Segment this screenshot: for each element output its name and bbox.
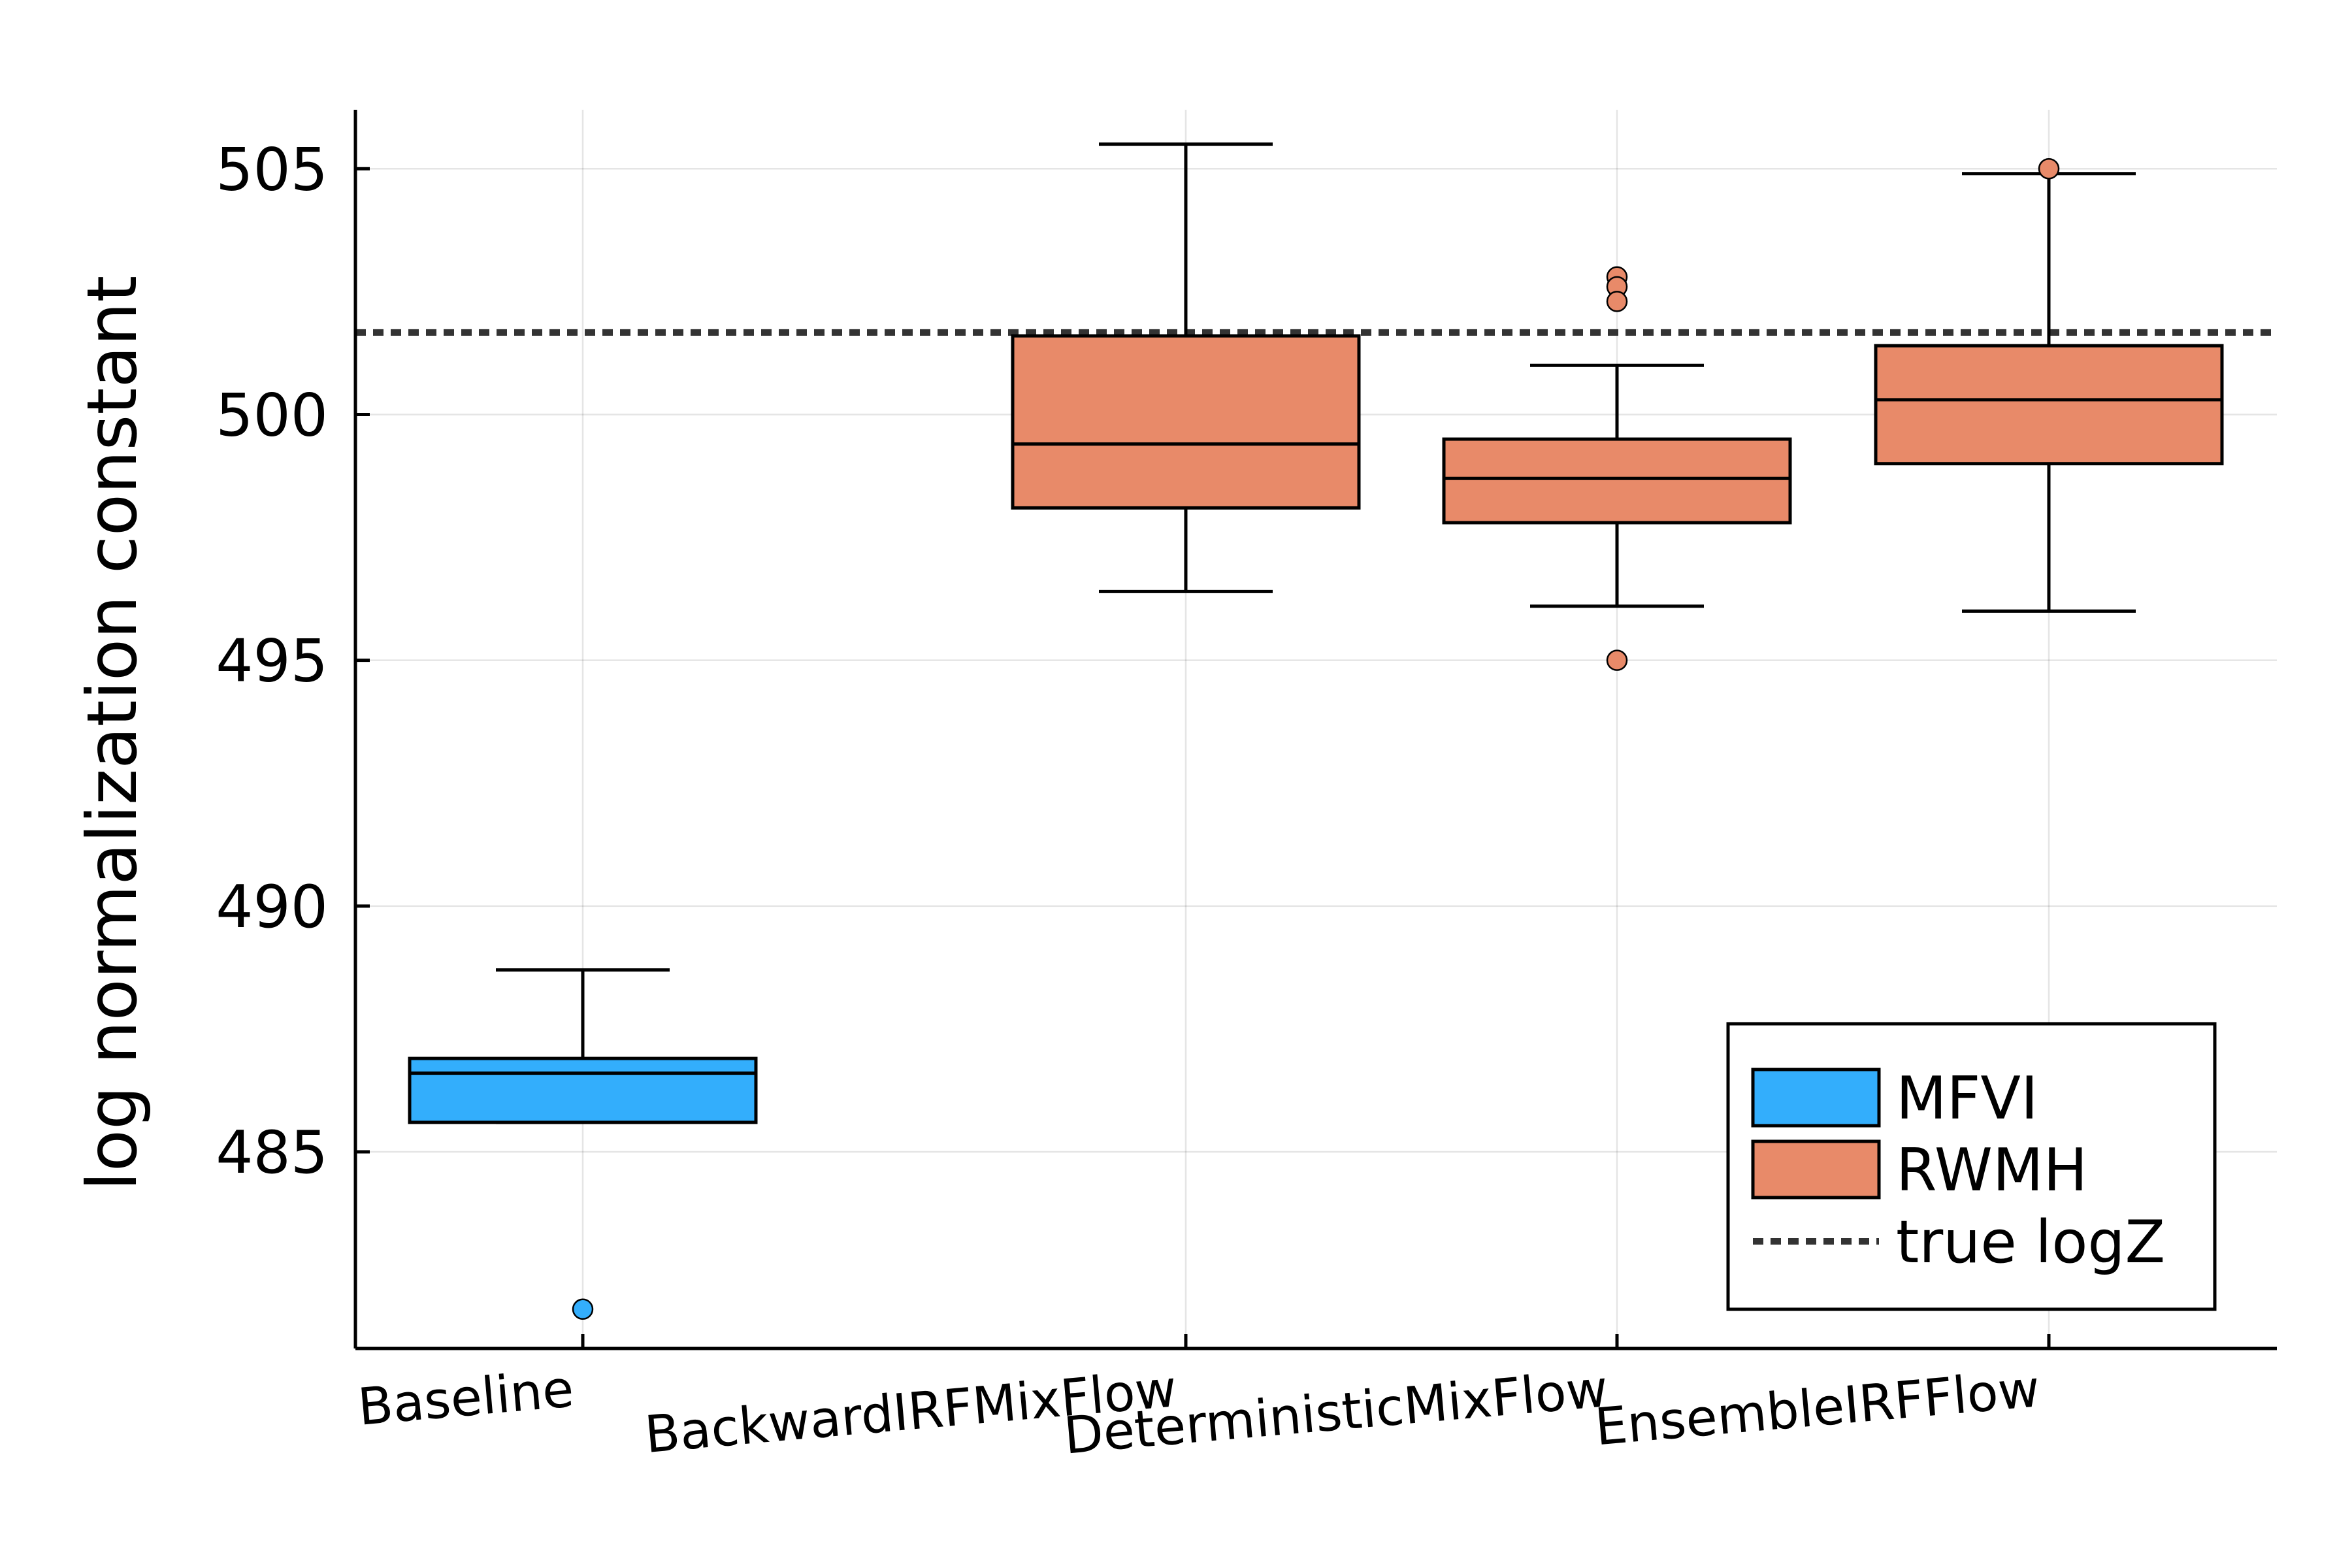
x-tick-label: EnsembleIRFFlow (1593, 1360, 2042, 1457)
legend-label: MFVI (1896, 1064, 2038, 1133)
box-group (1874, 158, 2224, 613)
y-tick-label: 500 (216, 381, 328, 449)
legend-swatch (1751, 1068, 1881, 1128)
y-axis-label: log normalization constant (73, 276, 152, 1191)
x-tick-label: Baseline (355, 1360, 576, 1437)
box-group (1011, 142, 1361, 593)
boxes (408, 142, 2224, 1320)
y-tick-label: 495 (216, 627, 328, 696)
box (408, 1056, 758, 1124)
legend-swatch (1751, 1139, 1881, 1200)
outlier-point (1606, 291, 1628, 312)
y-tick-label: 485 (216, 1119, 328, 1187)
y-tick-label: 490 (216, 873, 328, 941)
box (1442, 437, 1792, 525)
box-group (408, 968, 758, 1320)
grid-lines (355, 110, 2277, 1348)
axes (353, 110, 2277, 1350)
legend-entry: RWMH (1751, 1136, 2087, 1205)
legend-label: RWMH (1896, 1136, 2087, 1205)
legend-entry: MFVI (1751, 1064, 2038, 1133)
box (1874, 344, 2224, 466)
outlier-point (572, 1298, 594, 1320)
y-tick-label: 505 (216, 135, 328, 204)
legend-label: true logZ (1896, 1208, 2165, 1277)
box-group (1442, 266, 1792, 671)
legend-entry: true logZ (1753, 1208, 2165, 1277)
box (1011, 334, 1361, 510)
outlier-point (2038, 158, 2060, 180)
outlier-point (1606, 649, 1628, 671)
